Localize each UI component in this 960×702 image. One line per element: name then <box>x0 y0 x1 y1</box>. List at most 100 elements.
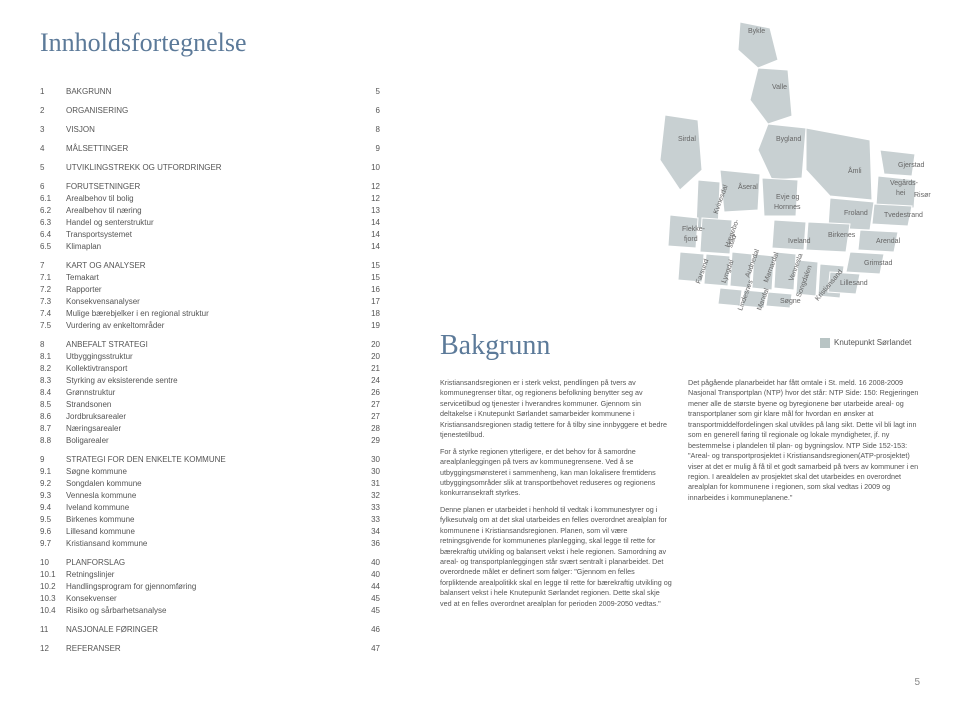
toc-number: 9 <box>40 454 66 466</box>
toc-row: 9.5Birkenes kommune33 <box>40 514 380 526</box>
toc-row: 7KART OG ANALYSER15 <box>40 260 380 272</box>
toc-label: REFERANSER <box>66 643 356 655</box>
toc-row: 9.6Lillesand kommune34 <box>40 526 380 538</box>
region-label: Åseral <box>738 184 758 191</box>
toc-number: 9.6 <box>40 526 66 538</box>
toc-page: 15 <box>356 272 380 284</box>
toc-page: 12 <box>356 181 380 193</box>
region-label: hei <box>896 190 905 197</box>
toc-row: 8.7Næringsarealer28 <box>40 423 380 435</box>
toc-label: Rapporter <box>66 284 356 296</box>
toc-label: NASJONALE FØRINGER <box>66 624 356 636</box>
toc-row: 6.5Klimaplan14 <box>40 241 380 253</box>
toc-row: 8.5Strandsonen27 <box>40 399 380 411</box>
toc-label: Handel og senterstruktur <box>66 217 356 229</box>
toc-number: 8.3 <box>40 375 66 387</box>
toc-page: 44 <box>356 581 380 593</box>
toc-number: 8.7 <box>40 423 66 435</box>
toc-page: 46 <box>356 624 380 636</box>
toc-page: 33 <box>356 514 380 526</box>
toc-label: Utbyggingsstruktur <box>66 351 356 363</box>
toc-number: 12 <box>40 643 66 655</box>
toc-row: 7.2Rapporter16 <box>40 284 380 296</box>
toc-row: 8.3Styrking av eksisterende sentre24 <box>40 375 380 387</box>
toc-page: 19 <box>356 320 380 332</box>
toc-page: 29 <box>356 435 380 447</box>
region-label: Tvedestrand <box>884 212 923 219</box>
toc-page: 16 <box>356 284 380 296</box>
toc-page: 15 <box>356 260 380 272</box>
toc-page: 45 <box>356 593 380 605</box>
toc-row: 4MÅLSETTINGER9 <box>40 143 380 155</box>
region-map: BykleValleSirdalByglandÅmliGjerstadVegår… <box>520 20 920 310</box>
toc-label: FORUTSETNINGER <box>66 181 356 193</box>
toc-number: 8 <box>40 339 66 351</box>
toc-number: 7 <box>40 260 66 272</box>
body-paragraph: For å styrke regionen ytterligere, er de… <box>440 447 672 499</box>
toc-number: 5 <box>40 162 66 174</box>
region-label: Hornnes <box>774 204 800 211</box>
toc-label: Søgne kommune <box>66 466 356 478</box>
toc-label: BAKGRUNN <box>66 86 356 98</box>
toc-row: 9.2Songdalen kommune31 <box>40 478 380 490</box>
region-label: Åmli <box>848 168 862 175</box>
toc-label: Vennesla kommune <box>66 490 356 502</box>
toc-page: 17 <box>356 296 380 308</box>
toc-row: 8.1Utbyggingsstruktur20 <box>40 351 380 363</box>
toc-label: Birkenes kommune <box>66 514 356 526</box>
table-of-contents: 1BAKGRUNN52ORGANISERING63VISJON84MÅLSETT… <box>40 86 380 655</box>
toc-label: UTVIKLINGSTREKK OG UTFORDRINGER <box>66 162 356 174</box>
toc-number: 7.2 <box>40 284 66 296</box>
toc-label: Konsekvenser <box>66 593 356 605</box>
region-label: Froland <box>844 210 868 217</box>
toc-number: 10.1 <box>40 569 66 581</box>
toc-number: 2 <box>40 105 66 117</box>
toc-number: 10.4 <box>40 605 66 617</box>
toc-label: Jordbruksarealer <box>66 411 356 423</box>
toc-page: 27 <box>356 411 380 423</box>
toc-page: 30 <box>356 454 380 466</box>
toc-row: 6.3Handel og senterstruktur14 <box>40 217 380 229</box>
toc-page: 28 <box>356 423 380 435</box>
toc-page: 5 <box>356 86 380 98</box>
toc-page: 30 <box>356 466 380 478</box>
toc-label: Kristiansand kommune <box>66 538 356 550</box>
toc-page: 21 <box>356 363 380 375</box>
toc-number: 11 <box>40 624 66 636</box>
toc-number: 8.8 <box>40 435 66 447</box>
toc-number: 7.1 <box>40 272 66 284</box>
toc-page: 18 <box>356 308 380 320</box>
toc-row: 10.2Handlingsprogram for gjennomføring44 <box>40 581 380 593</box>
toc-page: 33 <box>356 502 380 514</box>
toc-row: 8.6Jordbruksarealer27 <box>40 411 380 423</box>
region-label: Bykle <box>748 28 765 35</box>
toc-row: 11NASJONALE FØRINGER46 <box>40 624 380 636</box>
toc-page: 9 <box>356 143 380 155</box>
toc-row: 9.4Iveland kommune33 <box>40 502 380 514</box>
toc-number: 8.1 <box>40 351 66 363</box>
toc-page: 14 <box>356 241 380 253</box>
toc-row: 7.5Vurdering av enkeltområder19 <box>40 320 380 332</box>
region-label: Arendal <box>876 238 900 245</box>
toc-number: 10 <box>40 557 66 569</box>
toc-row: 9.3Vennesla kommune32 <box>40 490 380 502</box>
toc-page: 20 <box>356 339 380 351</box>
region-label: Gjerstad <box>898 162 924 169</box>
toc-row: 1BAKGRUNN5 <box>40 86 380 98</box>
toc-number: 6.4 <box>40 229 66 241</box>
region-label: Grimstad <box>864 260 892 267</box>
region-label: Flekke- <box>682 226 705 233</box>
region-label: Iveland <box>788 238 811 245</box>
toc-row: 10PLANFORSLAG40 <box>40 557 380 569</box>
body-paragraph: Denne planen er utarbeidet i henhold til… <box>440 505 672 609</box>
region-label: Evje og <box>776 194 799 201</box>
map-legend: Knutepunkt Sørlandet <box>820 338 911 348</box>
toc-label: ORGANISERING <box>66 105 356 117</box>
toc-row: 2ORGANISERING6 <box>40 105 380 117</box>
toc-number: 6.5 <box>40 241 66 253</box>
toc-page: 36 <box>356 538 380 550</box>
region-label: Risør <box>914 192 931 199</box>
toc-number: 10.2 <box>40 581 66 593</box>
toc-label: MÅLSETTINGER <box>66 143 356 155</box>
toc-page: 24 <box>356 375 380 387</box>
